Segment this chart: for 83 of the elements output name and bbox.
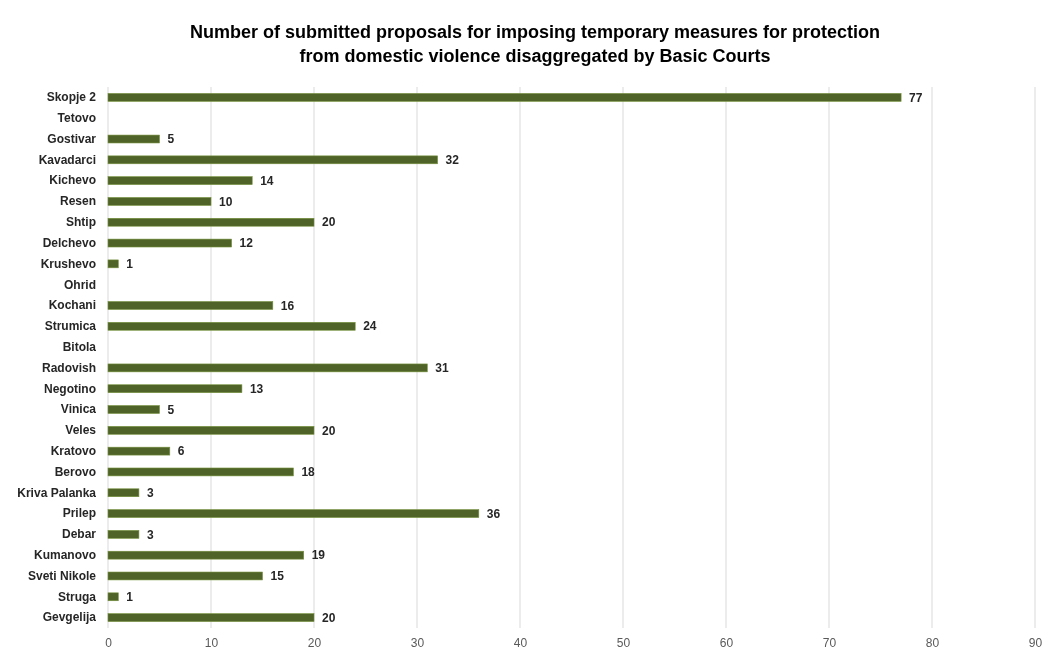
y-tick-label: Shtip: [66, 215, 96, 230]
y-tick-label: Kochani: [48, 298, 96, 313]
data-label: 1: [126, 257, 134, 272]
y-tick-label: Debar: [61, 527, 97, 542]
x-tick-label: 90: [1028, 635, 1043, 650]
bar: [107, 197, 212, 206]
data-label: 10: [219, 194, 233, 209]
bar: [107, 571, 263, 581]
y-tick-label: Struga: [57, 589, 97, 604]
y-tick-label: Skopje 2: [46, 90, 97, 105]
y-tick-label: Kichevo: [49, 173, 96, 188]
y-tick-label: Gevgelija: [42, 610, 97, 625]
y-tick-label: Radovish: [41, 360, 96, 375]
data-label: 6: [177, 444, 185, 459]
y-tick-label: Negotino: [44, 381, 96, 396]
y-tick-label: Krushevo: [40, 256, 96, 271]
data-label: 31: [435, 361, 449, 376]
x-tick-label: 80: [925, 635, 940, 650]
y-tick-label: Kratovo: [50, 443, 96, 458]
y-tick-label: Sveti Nikole: [27, 568, 97, 583]
y-tick-label: Bitola: [62, 339, 97, 354]
bar: [107, 322, 356, 331]
bar: [107, 363, 428, 373]
bar: [107, 384, 243, 393]
data-label: 32: [445, 153, 460, 168]
data-label: 20: [322, 423, 336, 438]
bar: [107, 550, 304, 560]
x-tick-label: 0: [105, 635, 113, 650]
data-label: 15: [270, 569, 285, 584]
data-label: 14: [260, 173, 274, 188]
data-label: 20: [322, 215, 336, 230]
data-label: 1: [126, 589, 134, 604]
bar: [107, 238, 232, 248]
bar: [107, 467, 294, 477]
x-tick-label: 70: [822, 635, 837, 650]
data-label: 12: [239, 236, 254, 251]
y-tick-label: Ohrid: [64, 277, 96, 292]
data-label: 3: [146, 485, 154, 500]
x-tick-label: 60: [719, 635, 734, 650]
y-tick-label: Gostivar: [47, 131, 97, 146]
bar: [107, 426, 315, 435]
data-label: 16: [280, 298, 295, 313]
bar: [107, 259, 119, 269]
bar: [107, 405, 160, 414]
data-label: 5: [167, 132, 175, 147]
bar: [107, 134, 160, 144]
bar: [107, 301, 274, 310]
data-label: 77: [909, 90, 923, 105]
data-label: 18: [301, 465, 316, 480]
bar: [107, 446, 171, 456]
y-tick-label: Resen: [59, 194, 96, 209]
bar: [107, 93, 902, 102]
y-tick-label: Prilep: [62, 506, 96, 521]
y-tick-label: Veles: [65, 423, 97, 438]
y-tick-label: Strumica: [44, 319, 97, 334]
x-tick-label: 10: [204, 635, 219, 650]
chart-title: Number of submitted proposals for imposing temporary measures for protection from domestic violence disaggregated by Basic Courts: [189, 22, 881, 66]
bar: [107, 530, 140, 539]
x-tick-label: 50: [616, 635, 631, 650]
data-label: 3: [146, 527, 154, 542]
y-tick-label: Tetovo: [57, 111, 96, 126]
data-label: 24: [363, 319, 377, 334]
x-tick-label: 40: [513, 635, 528, 650]
data-label: 5: [167, 402, 175, 417]
bar: [107, 592, 119, 602]
y-tick-label: Delchevo: [42, 235, 96, 250]
y-tick-label: Kumanovo: [33, 548, 96, 563]
bar: [107, 155, 438, 165]
bar: [107, 613, 315, 622]
x-tick-label: 30: [410, 635, 425, 650]
bar: [107, 176, 253, 185]
x-tick-label: 20: [307, 635, 322, 650]
bar: [107, 509, 480, 518]
y-tick-label: Berovo: [54, 464, 96, 479]
bar: [107, 218, 315, 227]
data-label: 20: [322, 610, 336, 625]
y-tick-label: Kriva Palanka: [17, 485, 97, 500]
bar: [107, 488, 140, 497]
y-tick-label: Kavadarci: [38, 152, 96, 167]
data-label: 36: [486, 506, 501, 521]
data-label: 19: [311, 548, 326, 563]
y-tick-label: Vinica: [60, 402, 97, 417]
data-label: 13: [249, 381, 264, 396]
